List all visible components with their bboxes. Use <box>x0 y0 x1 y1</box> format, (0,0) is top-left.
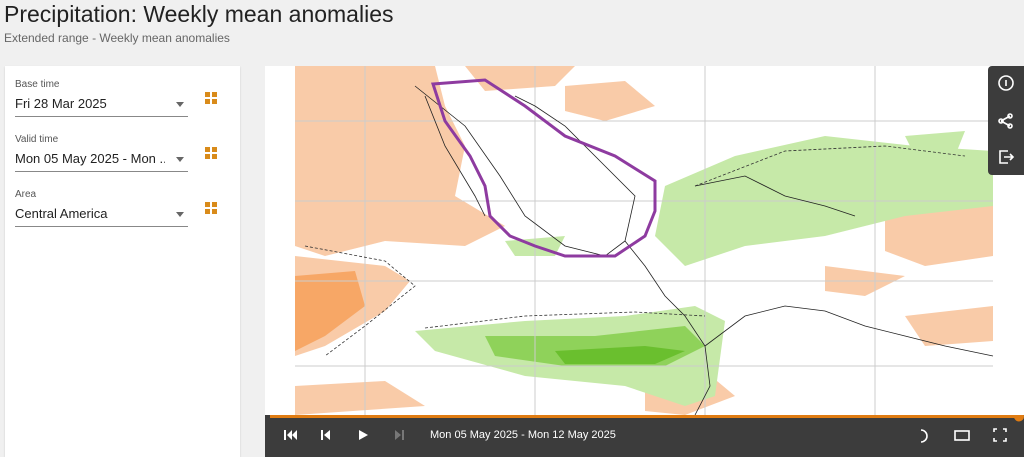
play-button[interactable] <box>359 430 368 440</box>
select[interactable]: Fri 28 Mar 2025 <box>15 96 188 117</box>
page-title: Precipitation: Weekly mean anomalies <box>4 1 394 27</box>
wet-very-strong <box>555 346 685 364</box>
progress-handle[interactable] <box>1014 415 1024 422</box>
first-button[interactable] <box>284 430 297 440</box>
region-outline <box>430 78 657 258</box>
map-toolbar <box>988 66 1024 175</box>
select-value: Central America <box>15 206 108 221</box>
share-button[interactable] <box>998 113 1013 129</box>
field: Valid time Mon 05 May 2025 - Mon ... <box>15 134 188 172</box>
field: Area Central America <box>15 189 188 227</box>
player-controls <box>270 415 1024 443</box>
grid-button[interactable] <box>205 92 217 104</box>
grid-lines <box>295 66 993 415</box>
player-bar: Mon 05 May 2025 - Mon 12 May 2025 <box>265 415 1024 457</box>
next-button[interactable] <box>395 430 404 440</box>
side-panel: Base time Fri 28 Mar 2025 Valid time Mon… <box>5 66 240 457</box>
grid-button[interactable] <box>205 202 217 214</box>
player-label: Mon 05 May 2025 - Mon 12 May 2025 <box>430 429 616 441</box>
toolbar-icons <box>998 75 1015 164</box>
field: Base time Fri 28 Mar 2025 <box>15 79 188 117</box>
map-panel: Mon 05 May 2025 - Mon 12 May 2025 <box>265 66 1024 457</box>
coastlines <box>414 85 994 415</box>
select[interactable]: Mon 05 May 2025 - Mon ... <box>15 151 188 172</box>
fullscreen-button[interactable] <box>993 428 1007 442</box>
legend-button[interactable] <box>954 430 970 441</box>
dry-strong <box>295 271 365 351</box>
select-value: Fri 28 Mar 2025 <box>15 96 107 111</box>
map <box>295 66 994 415</box>
field-label: Valid time <box>15 134 59 145</box>
info-button[interactable] <box>998 75 1014 91</box>
export-button[interactable] <box>999 150 1015 164</box>
field-label: Base time <box>15 79 60 90</box>
loop-button[interactable] <box>920 429 928 443</box>
field-label: Area <box>15 189 37 200</box>
grid-button[interactable] <box>205 147 217 159</box>
caret <box>176 212 184 217</box>
page-subtitle: Extended range - Weekly mean anomalies <box>4 31 230 45</box>
progress-track <box>270 415 1020 418</box>
select-value: Mon 05 May 2025 - Mon ... <box>15 151 165 166</box>
caret <box>176 102 184 107</box>
contours <box>304 145 966 357</box>
caret <box>176 157 184 162</box>
prev-button[interactable] <box>321 430 330 440</box>
select[interactable]: Central America <box>15 206 188 227</box>
